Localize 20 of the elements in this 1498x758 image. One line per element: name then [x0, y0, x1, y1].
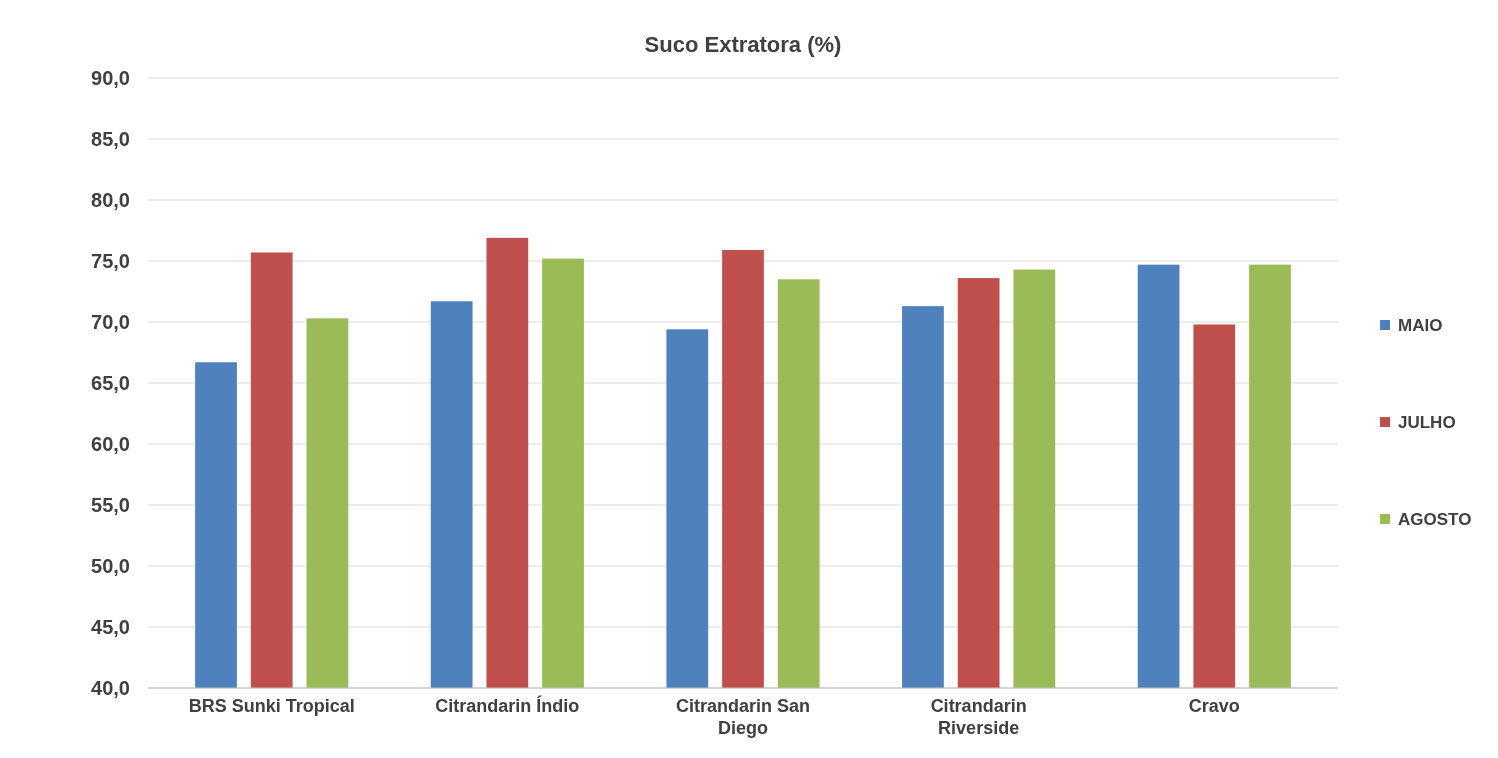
x-tick-label: Citrandarin Riverside — [930, 696, 1027, 738]
x-tick-label: BRS Sunki Tropical — [188, 696, 355, 716]
y-tick-label: 45,0 — [91, 616, 130, 638]
x-tick-label: Cravo — [1188, 696, 1240, 716]
legend-label: MAIO — [1398, 315, 1443, 335]
x-tick-label: Citrandarin San Diego — [675, 696, 811, 738]
y-tick-label: 70,0 — [91, 311, 130, 333]
y-tick-label: 40,0 — [91, 677, 130, 699]
y-tick-label: 75,0 — [91, 250, 130, 272]
y-tick-label: 50,0 — [91, 555, 130, 577]
y-tick-label: 90,0 — [91, 67, 130, 89]
y-tick-label: 85,0 — [91, 128, 130, 150]
y-tick-label: 65,0 — [91, 372, 130, 394]
chart-title: Suco Extratora (%) — [644, 32, 842, 57]
x-tick-label: Citrandarin Índio — [435, 695, 580, 716]
y-tick-label: 80,0 — [91, 189, 130, 211]
legend-label: AGOSTO — [1398, 509, 1472, 529]
y-tick-label: 55,0 — [91, 494, 130, 516]
legend-label: JULHO — [1398, 412, 1456, 432]
y-tick-label: 60,0 — [91, 433, 130, 455]
